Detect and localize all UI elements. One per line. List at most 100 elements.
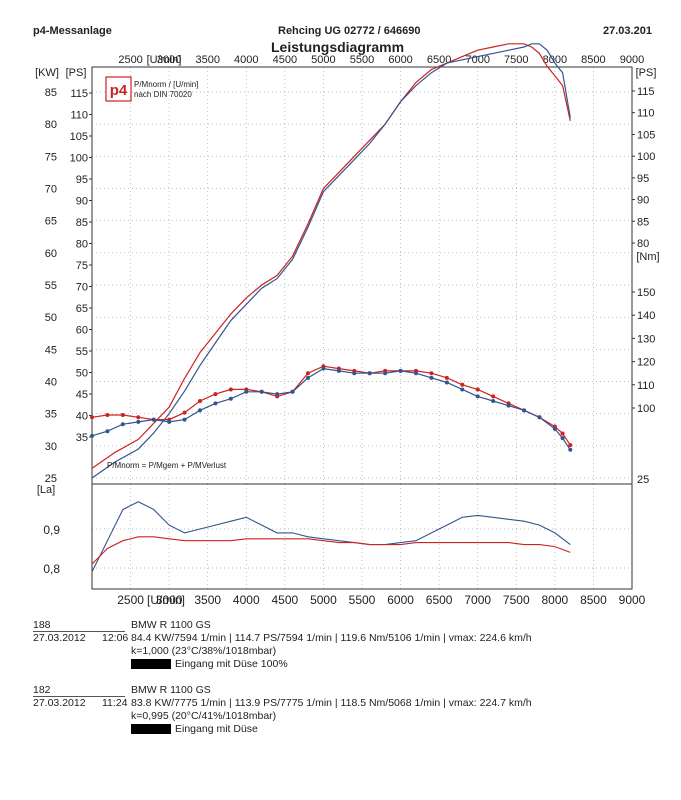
x-tick-label-bottom: 8500 — [580, 593, 607, 607]
torque-point-188 — [90, 433, 94, 438]
y-tick-label-ps-left: 65 — [76, 303, 88, 315]
run-time: 12:06 — [102, 632, 129, 644]
run-time: 11:24 — [102, 697, 128, 709]
x-tick-label-bottom: 5500 — [349, 593, 376, 607]
lambda-series — [91, 501, 571, 573]
torque-point-188 — [552, 426, 557, 431]
lab-name: p4-Messanlage — [33, 25, 112, 37]
run-values: 84.4 KW/7594 1/min | 114.7 PS/7594 1/min… — [131, 632, 532, 644]
torque-point-188 — [336, 368, 341, 373]
x-tick-label-bottom: 4500 — [272, 593, 299, 607]
torque-point-188 — [213, 401, 218, 406]
p4-logo — [105, 76, 132, 102]
y-axis-label-kw: [KW] — [35, 67, 59, 79]
torque-point-188 — [259, 389, 264, 394]
y-tick-label-kw: 40 — [45, 377, 57, 389]
torque-point-188 — [414, 371, 418, 376]
torque-point-182 — [306, 371, 310, 376]
torque-point-188 — [275, 392, 280, 397]
y-tick-label-kw: 45 — [45, 344, 57, 356]
torque-point-182 — [90, 415, 94, 420]
x-tick-label-bottom: 8000 — [542, 593, 569, 607]
y-tick-label-kw: 85 — [45, 87, 57, 99]
y-tick-label-ps-left: 60 — [76, 325, 88, 337]
y-tick-label-nm-extra: 25 — [637, 474, 649, 486]
x-axis-label-bottom: [U/min] — [147, 593, 185, 607]
y-tick-label-ps-left: 90 — [76, 196, 88, 208]
run-date: 27.03.2012 — [33, 697, 86, 709]
torque-point-188 — [306, 375, 310, 380]
y-axis-label-nm: [Nm] — [636, 251, 659, 263]
lambda-grid — [92, 484, 632, 589]
chart-title: Leistungsdiagramm — [271, 39, 405, 55]
torque-point-188 — [522, 408, 526, 413]
y-axis-label-ps-right: [PS] — [636, 67, 657, 79]
torque-point-182 — [429, 371, 434, 376]
customer-id: Rehcing UG 02772 / 646690 — [278, 25, 421, 37]
torque-point-182 — [444, 375, 449, 380]
torque-point-188 — [367, 371, 372, 376]
y-tick-label-ps-left: 85 — [76, 217, 88, 229]
torque-point-182 — [182, 410, 187, 415]
x-tick-label-top: 4000 — [234, 54, 258, 66]
x-tick-label-top: 7500 — [504, 54, 528, 66]
x-tick-label-top: 3500 — [195, 54, 219, 66]
y-tick-label-ps-left: 45 — [76, 389, 88, 401]
torque-point-188 — [244, 389, 249, 394]
y-tick-label-ps-right: 110 — [637, 108, 655, 120]
x-tick-label-bottom: 4000 — [233, 593, 260, 607]
torque-point-188 — [167, 419, 172, 424]
lambda-curve-188 — [91, 501, 571, 573]
y-tick-label-ps-left: 115 — [70, 88, 88, 100]
torque-point-188 — [398, 368, 403, 373]
x-tick-label-bottom: 7500 — [503, 593, 530, 607]
torque-point-188 — [568, 447, 573, 452]
torque-point-188 — [321, 366, 326, 371]
power-curve-188 — [91, 43, 571, 479]
y-tick-label-ps-right: 100 — [637, 151, 655, 163]
y-tick-label-nm: 110 — [637, 380, 655, 392]
y-tick-label-kw: 70 — [45, 184, 57, 196]
torque-point-188 — [383, 371, 388, 376]
header-date: 27.03.201 — [603, 25, 652, 37]
torque-point-188 — [444, 380, 449, 385]
torque-point-182 — [213, 392, 218, 397]
x-tick-label-bottom: 9000 — [619, 593, 646, 607]
y-tick-label-ps-right: 80 — [637, 238, 649, 250]
y-tick-label-ps-left: 75 — [76, 260, 88, 272]
y-tick-label-nm: 100 — [637, 403, 655, 415]
main-grid — [92, 67, 632, 484]
y-tick-label-ps-left: 100 — [70, 153, 88, 165]
y-tick-label-ps-right: 115 — [637, 86, 655, 98]
torque-point-188 — [429, 375, 434, 380]
y-tick-label-ps-left: 40 — [76, 411, 88, 423]
run-id: 182 — [33, 684, 51, 696]
y-tick-label-kw: 75 — [45, 151, 57, 163]
x-tick-label-bottom: 6500 — [426, 593, 453, 607]
y-tick-label-kw: 55 — [45, 280, 57, 292]
run-values: 83.8 KW/7775 1/min | 113.9 PS/7775 1/min… — [131, 697, 532, 709]
redacted-block — [131, 724, 171, 735]
x-tick-label-top: 5000 — [311, 54, 335, 66]
y-tick-label-kw: 50 — [45, 312, 57, 324]
torque-point-188 — [537, 415, 542, 420]
run-model: BMW R 1100 GS — [131, 619, 211, 631]
x-tick-label-top: 6500 — [427, 54, 451, 66]
torque-point-188 — [560, 436, 565, 441]
y-tick-label-nm: 120 — [637, 357, 655, 369]
x-tick-label-bottom: 2500 — [117, 593, 144, 607]
run-note: Eingang mit Düse 100% — [175, 658, 288, 670]
y-tick-label-ps-left: 70 — [76, 282, 88, 294]
torque-point-188 — [290, 389, 295, 394]
run-model: BMW R 1100 GS — [131, 684, 211, 696]
y-tick-label-ps-right: 90 — [637, 195, 649, 207]
torque-point-188 — [136, 419, 141, 424]
x-tick-label-top: 3000 — [157, 54, 181, 66]
y-tick-label-kw: 80 — [45, 119, 57, 131]
y-tick-label-ps-right: 95 — [637, 173, 649, 185]
y-tick-label-ps-left: 35 — [76, 432, 88, 444]
torque-point-188 — [120, 422, 125, 427]
y-tick-label-nm: 140 — [637, 310, 655, 322]
y-tick-label-lambda: 0,8 — [43, 562, 60, 576]
y-axis-label-ps-left: [PS] — [66, 67, 87, 79]
